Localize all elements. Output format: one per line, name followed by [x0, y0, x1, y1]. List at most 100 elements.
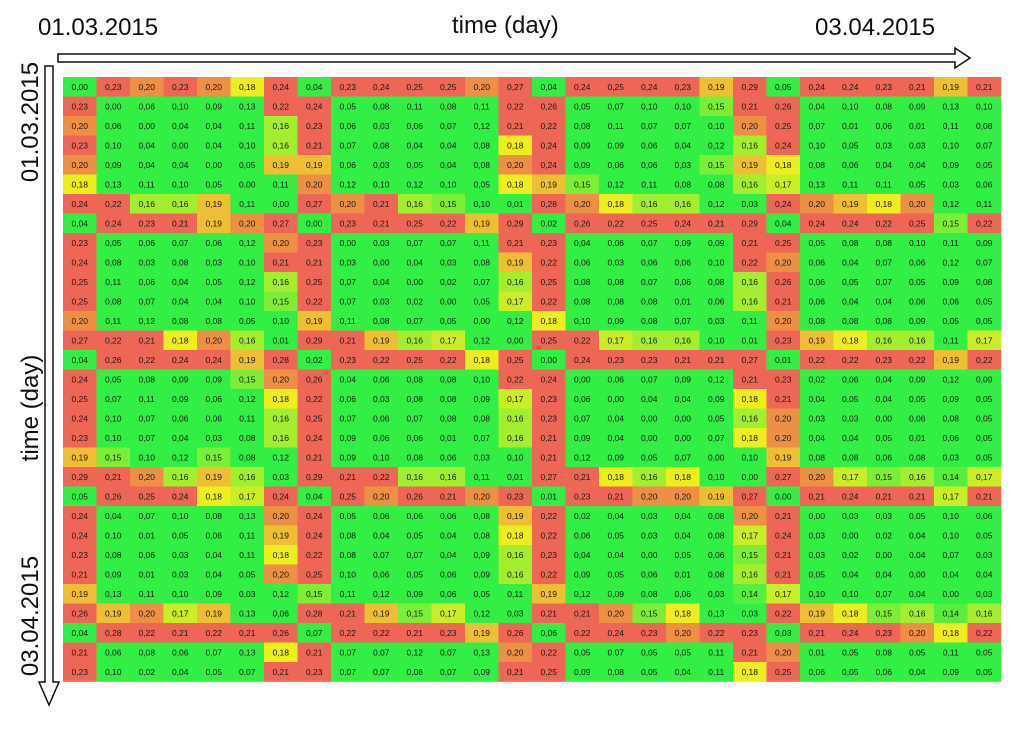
- heatmap-cell-label: 0,04: [205, 550, 222, 560]
- heatmap-cell: [163, 311, 198, 331]
- heatmap-cell-label: 0,00: [138, 121, 155, 131]
- heatmap-cell: [230, 447, 265, 468]
- heatmap-cell-label: 0,04: [775, 218, 792, 228]
- heatmap-cell: [867, 155, 901, 175]
- heatmap-cell-label: 0,08: [942, 413, 959, 423]
- heatmap-cell: [867, 350, 901, 370]
- heatmap-cell: [833, 291, 868, 312]
- heatmap-cell-label: 0,09: [339, 452, 356, 462]
- heatmap-cell-label: 0,04: [339, 374, 356, 384]
- heatmap-cell: [130, 155, 164, 175]
- heatmap-cell-label: 0,17: [976, 472, 993, 482]
- heatmap-cell: [666, 389, 700, 409]
- heatmap-cell: [800, 662, 834, 682]
- heatmap-cell-label: 0,07: [607, 101, 624, 111]
- heatmap-cell: [733, 389, 767, 409]
- heatmap-cell: [599, 428, 633, 448]
- heatmap-cell-label: 0,12: [239, 277, 256, 287]
- heatmap-cell: [63, 272, 97, 292]
- heatmap-cell: [230, 350, 265, 370]
- heatmap-cell-label: 0,05: [105, 238, 122, 248]
- heatmap-cell: [364, 77, 399, 97]
- heatmap-cell-label: 0,21: [339, 335, 356, 345]
- heatmap-cell-label: 0,09: [976, 238, 993, 248]
- heatmap-cell: [130, 369, 164, 390]
- heatmap-cell-label: 0,06: [875, 667, 892, 677]
- heatmap-cell: [498, 428, 533, 448]
- heatmap-cell-label: 0,04: [71, 218, 88, 228]
- heatmap-cell-label: 0,27: [507, 82, 524, 92]
- heatmap-cell-label: 0,03: [875, 140, 892, 150]
- heatmap-cell-label: 0,16: [406, 335, 423, 345]
- heatmap-cell-label: 0,22: [540, 647, 557, 657]
- heatmap-cell-label: 0,05: [942, 316, 959, 326]
- heatmap-cell: [331, 77, 365, 97]
- heatmap-cell: [197, 389, 231, 409]
- heatmap-cell-label: 0,24: [775, 530, 792, 540]
- heatmap-cell-label: 0,08: [607, 667, 624, 677]
- heatmap-cell: [666, 272, 700, 292]
- heatmap-cell-label: 0,04: [406, 257, 423, 267]
- heatmap-cell-label: 0,13: [105, 589, 122, 599]
- heatmap-cell: [599, 155, 633, 175]
- heatmap-cell-label: 0,21: [909, 491, 926, 501]
- heatmap-cell: [699, 116, 734, 136]
- heatmap-cell: [364, 291, 399, 312]
- heatmap-cell: [197, 408, 231, 429]
- heatmap-cell-label: 0,06: [942, 433, 959, 443]
- heatmap-cell-label: 0,10: [272, 316, 289, 326]
- heatmap-cell: [63, 155, 97, 175]
- heatmap-cell-label: 0,12: [942, 199, 959, 209]
- heatmap-cell-label: 0,20: [272, 511, 289, 521]
- heatmap-cell: [163, 408, 198, 429]
- heatmap-cell: [63, 467, 97, 487]
- heatmap-cell: [264, 369, 298, 390]
- heatmap-cell-label: 0,04: [842, 296, 859, 306]
- heatmap-cell-label: 0,16: [172, 199, 189, 209]
- heatmap-cell: [833, 545, 868, 565]
- heatmap-cell: [498, 467, 533, 487]
- heatmap-cell-label: 0,00: [641, 413, 658, 423]
- heatmap-cell: [130, 194, 164, 214]
- heatmap-cell-label: 0,23: [339, 218, 356, 228]
- heatmap-cell: [800, 330, 834, 351]
- heatmap-cell: [331, 642, 365, 663]
- heatmap-cell: [666, 584, 700, 604]
- heatmap-cell: [800, 525, 834, 546]
- heatmap-cell-label: 0,05: [406, 160, 423, 170]
- heatmap-cell: [498, 506, 533, 526]
- heatmap-cell: [297, 96, 332, 117]
- heatmap-cell: [163, 623, 198, 643]
- heatmap-cell-label: 0,00: [105, 101, 122, 111]
- heatmap-cell-label: 0,03: [373, 296, 390, 306]
- heatmap-cell: [934, 545, 968, 565]
- heatmap-cell: [934, 486, 968, 507]
- heatmap-cell-label: 0,18: [741, 667, 758, 677]
- heatmap-cell-label: 0,01: [775, 355, 792, 365]
- heatmap-cell-label: 0,23: [775, 374, 792, 384]
- heatmap-cell: [666, 291, 700, 312]
- heatmap-cell: [867, 291, 901, 312]
- heatmap-cell: [331, 96, 365, 117]
- heatmap-cell: [197, 662, 231, 682]
- heatmap-cell: [766, 330, 801, 351]
- heatmap-cell: [599, 369, 633, 390]
- heatmap-cell-label: 0,11: [139, 179, 155, 189]
- heatmap-cell: [766, 467, 801, 487]
- heatmap-cell: [733, 623, 767, 643]
- heatmap-cell-label: 0,21: [306, 452, 323, 462]
- heatmap-cell: [632, 291, 667, 312]
- heatmap-cell: [63, 603, 97, 624]
- heatmap-cell: [197, 428, 231, 448]
- heatmap-cell-label: 0,22: [875, 218, 892, 228]
- heatmap-cell: [331, 369, 365, 390]
- heatmap-cell: [230, 506, 265, 526]
- heatmap-cell-label: 0,23: [440, 628, 457, 638]
- heatmap-cell-label: 0,23: [507, 491, 524, 501]
- heatmap-cell-label: 0,26: [574, 218, 591, 228]
- heatmap-cell: [766, 584, 801, 604]
- heatmap-cell: [230, 135, 265, 156]
- heatmap-cell: [900, 623, 935, 643]
- heatmap-cell: [632, 233, 667, 253]
- heatmap-cell-label: 0,18: [607, 199, 624, 209]
